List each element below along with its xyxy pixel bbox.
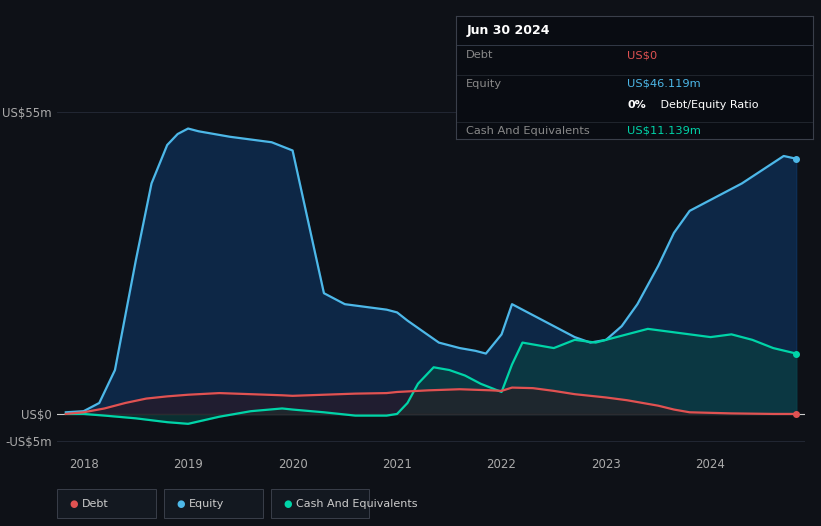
Text: Debt: Debt [466, 50, 494, 60]
Text: Debt: Debt [82, 499, 109, 509]
Text: Equity: Equity [466, 79, 502, 89]
Text: US$46.119m: US$46.119m [627, 79, 700, 89]
Text: Jun 30 2024: Jun 30 2024 [466, 24, 550, 37]
Text: Equity: Equity [189, 499, 224, 509]
Text: US$0: US$0 [627, 50, 658, 60]
Text: ●: ● [283, 499, 291, 509]
Text: ●: ● [177, 499, 185, 509]
Text: Cash And Equivalents: Cash And Equivalents [466, 126, 590, 136]
Text: Debt/Equity Ratio: Debt/Equity Ratio [658, 100, 759, 110]
Text: Cash And Equivalents: Cash And Equivalents [296, 499, 417, 509]
Text: 0%: 0% [627, 100, 646, 110]
Text: US$11.139m: US$11.139m [627, 126, 701, 136]
Text: ●: ● [70, 499, 78, 509]
